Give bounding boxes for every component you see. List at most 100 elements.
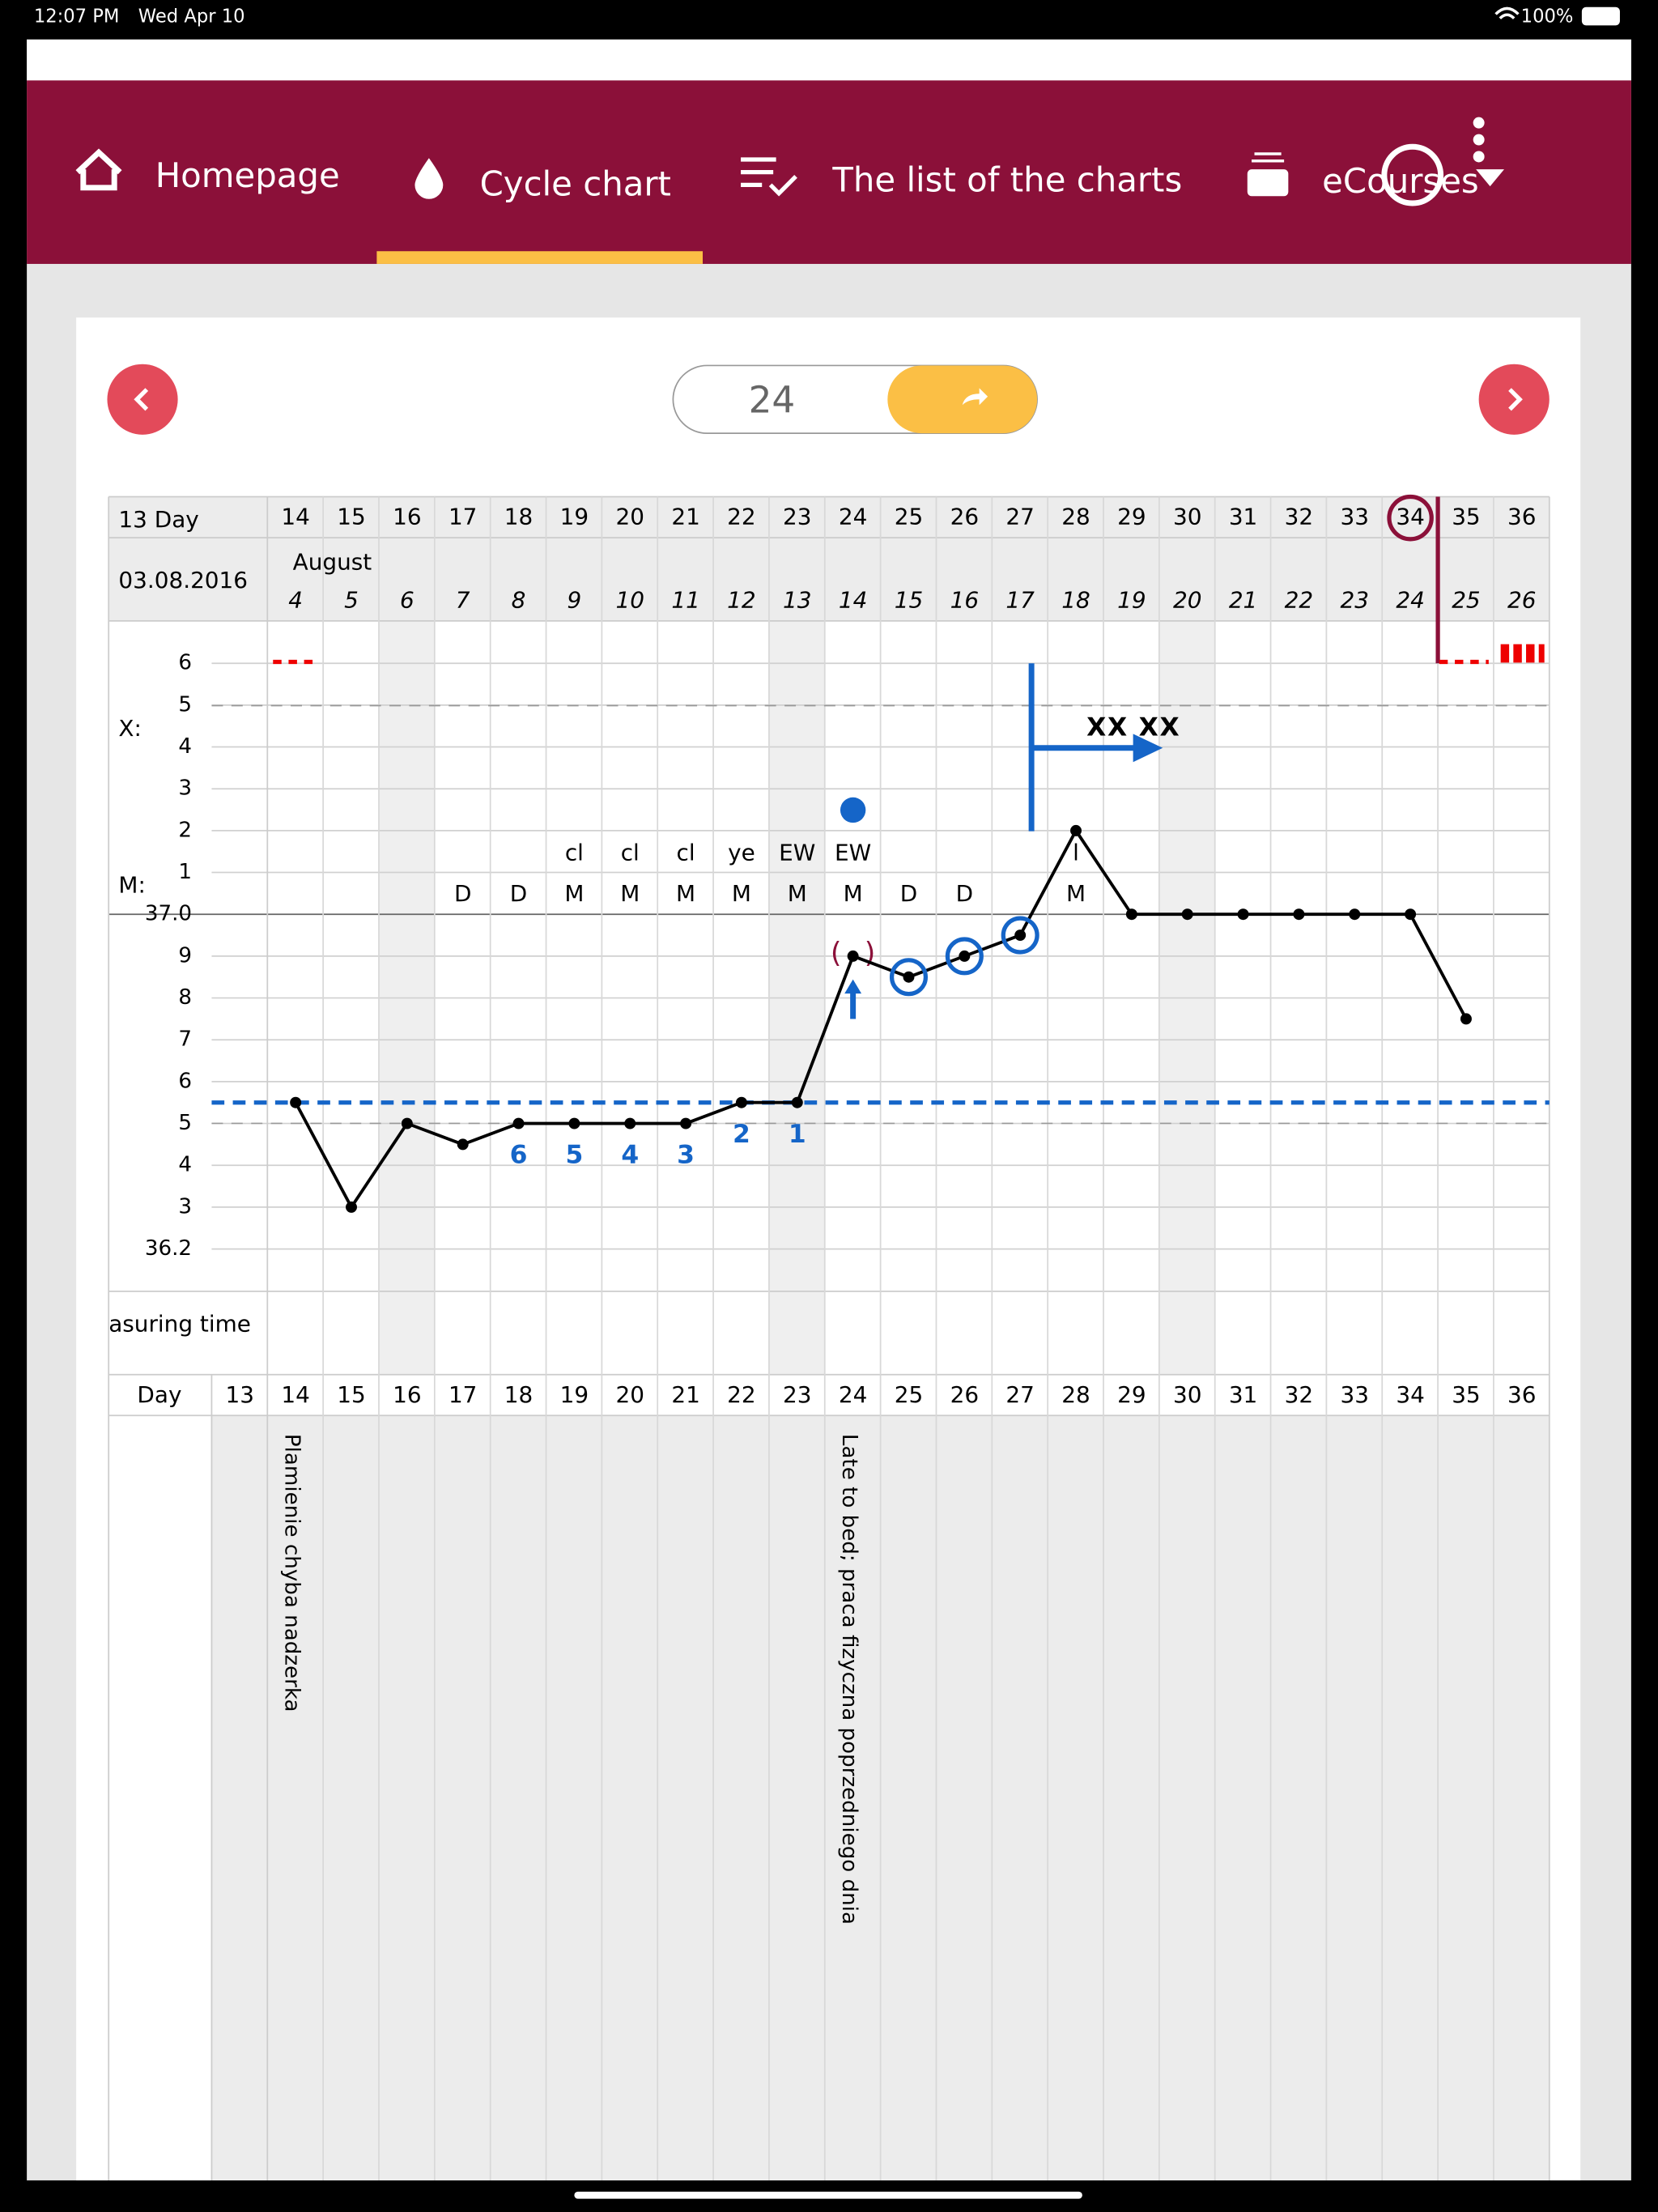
y-tick-label: 3 [178,776,192,801]
temp-point [568,1117,580,1129]
temperature-line [294,827,1468,1210]
date: 23 [1341,587,1369,614]
day-label: 18 [504,1381,533,1408]
nav-item[interactable]: The list of the charts [831,160,1182,199]
nav-item[interactable]: Cycle chart [480,164,671,204]
row-label: Day [137,1381,181,1408]
day-label: 26 [950,1381,979,1408]
marker-dot [840,797,866,823]
status-time: 12:07 PM [34,6,120,27]
day-label: 34 [1396,1381,1424,1408]
temp-point [1460,1013,1472,1025]
day-label: 30 [1173,1381,1201,1408]
date: 11 [671,587,699,614]
annotation-arrow [1133,734,1163,763]
day-label: 16 [393,1381,421,1408]
row-label: X: [118,715,141,742]
sign-lower: M [732,880,751,907]
temp-point [735,1096,747,1108]
low-count: 4 [621,1141,639,1170]
header-label: 13 Day [118,506,198,533]
cycle-day: 29 [1117,504,1146,530]
sign-lower: M [788,880,807,907]
day-label: 31 [1229,1381,1257,1408]
cycle-day: 14 [281,504,309,530]
temp-circle [1001,916,1039,955]
temp-point [1125,908,1137,921]
sign-lower: D [900,880,917,907]
temp-point [624,1117,636,1129]
day-label: 28 [1061,1381,1090,1408]
nav-bar [27,80,1631,264]
next-button[interactable] [1478,364,1550,435]
y-tick-label: 7 [178,1027,192,1052]
date: 19 [1117,587,1146,614]
day-label: 24 [839,1381,867,1408]
temp-point [346,1201,357,1213]
day-label: 20 [615,1381,644,1408]
wifi-icon [1494,6,1520,19]
day-label: 17 [449,1381,477,1408]
temp-point [290,1096,302,1108]
date: 26 [1507,587,1536,614]
low-count: 1 [789,1120,806,1149]
nav-item[interactable]: eCourses [1322,161,1479,201]
temp-point [959,950,971,962]
go-button[interactable] [887,365,1038,434]
menu-dot[interactable] [1473,117,1485,129]
highlight-ring [1387,494,1434,542]
cycle-day: 22 [727,504,755,530]
temp-point [457,1138,469,1151]
list-icon [741,157,797,197]
nav-item[interactable]: Homepage [155,155,340,195]
temp-point [1293,908,1305,921]
y-tick-label: 6 [178,1069,192,1093]
date: 13 [783,587,811,614]
y-tick-label: 5 [178,1111,192,1135]
course-icon-lines [1252,152,1285,163]
day-label: 15 [337,1381,365,1408]
y-tick-label: 4 [178,734,192,759]
annotation: XX XX [1086,713,1180,742]
cycle-day: 21 [671,504,699,530]
dropdown-arrow[interactable] [1476,169,1505,187]
battery-icon [1581,6,1620,26]
course-icon [1247,169,1289,197]
day-label: 23 [783,1381,811,1408]
date: 5 [344,587,359,614]
day-label: 14 [281,1381,309,1408]
temp-point [1349,908,1361,921]
date: 20 [1173,587,1201,614]
low-count: 3 [677,1141,695,1170]
cycle-day: 35 [1452,504,1480,530]
next-chevron [1508,388,1523,411]
sign-lower: M [676,880,695,907]
temp-point [1405,908,1417,921]
status-battery: 100% [1521,6,1574,27]
prev-button[interactable] [107,364,178,435]
cycle-day: 28 [1061,504,1090,530]
cycle-day: 27 [1005,504,1034,530]
prev-chevron [134,388,149,411]
day-label: 33 [1341,1381,1369,1408]
temp-point [401,1117,413,1129]
cycle-day: 17 [449,504,477,530]
sign-lower: M [844,880,863,907]
date: 4 [288,587,303,614]
temp-point [903,971,915,983]
date: 7 [456,587,470,614]
month: August [293,548,372,575]
day-label: 22 [727,1381,755,1408]
cycle-day: 33 [1341,504,1369,530]
date: 21 [1229,587,1257,614]
sign-lower: M [620,880,640,907]
date: 22 [1285,587,1313,614]
top-strip [27,39,1631,81]
day-label: 13 [226,1381,254,1408]
sign-lower: D [956,880,973,907]
y-tick-label: 5 [178,692,192,717]
date: 16 [950,587,979,614]
date: 10 [615,587,644,614]
avatar[interactable] [1381,143,1444,206]
day-label: 32 [1285,1381,1313,1408]
